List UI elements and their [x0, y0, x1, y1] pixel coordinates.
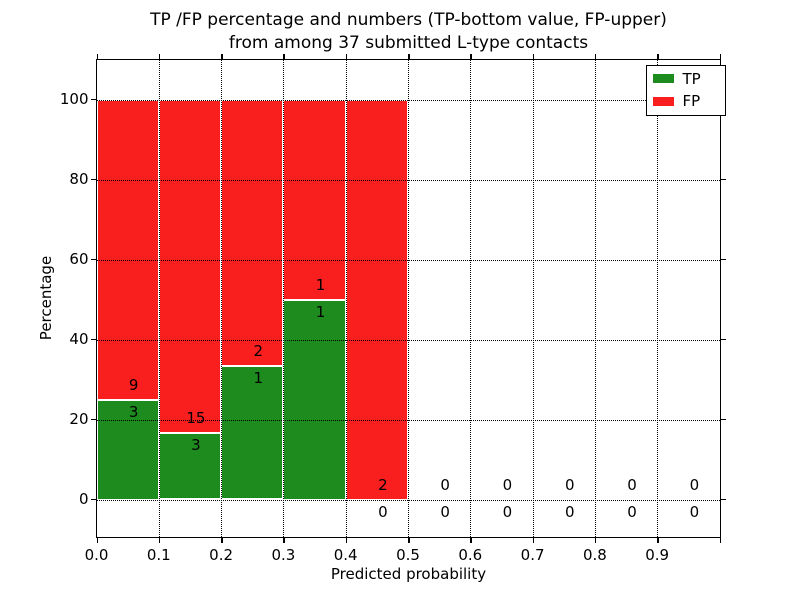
x-tick-mark	[345, 536, 348, 543]
x-tick-mark	[594, 536, 597, 543]
y-right-tick-mark	[719, 258, 726, 261]
bar-fp-segment	[96, 99, 159, 400]
x-tick-mark	[283, 536, 285, 543]
plot-area: TP FP 9 3 15 3 2 1 1 1 2 0 0 0 0 0 0 0 0 0 0 0 0.0 0.1 0.2 0.3 0…	[60, 53, 726, 564]
tp-count-label: 0	[440, 502, 450, 521]
bar-tp-segment	[158, 432, 222, 500]
y-tick-label: 60	[69, 250, 89, 268]
y-right-tick-mark	[719, 498, 726, 501]
x-tick-label: 0.9	[645, 545, 670, 564]
bar-fp-segment	[345, 99, 408, 500]
tp-count-label: 3	[191, 435, 201, 454]
chart-title: TP /FP percentage and numbers (TP-bottom…	[97, 9, 720, 55]
v-gridline	[158, 59, 160, 537]
fp-count-label: 0	[564, 475, 575, 494]
legend-label-tp: TP	[682, 69, 701, 88]
y-right-tick-mark	[719, 338, 726, 341]
tp-count-label: 0	[627, 502, 637, 521]
fp-count-label: 0	[502, 475, 513, 494]
v-gridline	[283, 59, 285, 537]
x-top-tick-mark	[345, 53, 348, 60]
y-tick-mark	[90, 178, 97, 181]
fp-count-label: 15	[186, 408, 206, 427]
x-tick-mark	[96, 536, 98, 543]
v-gridline	[594, 59, 596, 537]
v-gridline	[408, 59, 409, 537]
x-tick-mark	[657, 536, 659, 543]
x-top-tick-mark	[594, 53, 597, 60]
legend-item-tp: TP	[652, 69, 719, 88]
y-tick-mark	[90, 338, 97, 341]
fp-count-label: 9	[128, 375, 139, 394]
tp-count-label: 3	[128, 402, 139, 421]
v-gridline	[532, 59, 534, 537]
x-tick-mark	[532, 536, 535, 543]
tp-swatch-icon	[652, 74, 674, 84]
x-tick-label: 0.7	[520, 545, 545, 564]
x-axis-label: Predicted probability	[330, 565, 487, 583]
x-tick-label: 0.6	[458, 545, 483, 564]
x-tick-mark	[408, 536, 410, 543]
x-top-tick-mark	[470, 53, 472, 60]
y-tick-mark	[90, 498, 97, 501]
x-top-tick-mark	[96, 53, 98, 60]
y-tick-mark	[90, 98, 97, 101]
y-tick-label: 20	[69, 410, 89, 428]
fp-count-label: 2	[253, 342, 264, 361]
bar-fp-segment	[158, 99, 222, 433]
v-gridline	[221, 59, 223, 537]
bar-fp-segment	[283, 99, 346, 300]
chart-title-line2: from among 37 submitted L-type contacts	[228, 33, 589, 53]
x-tick-label: 0.8	[582, 545, 607, 564]
y-tick-label: 40	[69, 330, 89, 348]
y-tick-label: 0	[78, 490, 89, 508]
fp-swatch-icon	[652, 96, 674, 106]
x-top-tick-mark	[532, 53, 535, 60]
x-tick-label: 0.1	[146, 545, 171, 564]
v-gridline	[345, 59, 347, 537]
y-tick-mark	[90, 258, 97, 261]
chart-title-line1: TP /FP percentage and numbers (TP-bottom…	[150, 10, 667, 30]
fp-count-label: 0	[627, 475, 637, 494]
x-tick-label: 0.0	[84, 545, 109, 564]
x-tick-label: 0.4	[333, 545, 358, 564]
v-gridline	[470, 59, 472, 537]
x-tick-label: 0.5	[396, 545, 420, 564]
bar-tp-segment	[96, 399, 159, 500]
x-tick-mark	[221, 536, 223, 543]
bar-fp-segment	[221, 99, 284, 367]
tp-count-label: 0	[378, 502, 388, 521]
tp-count-label: 1	[315, 302, 326, 321]
x-top-tick-mark	[283, 53, 285, 60]
x-top-tick-mark	[158, 53, 161, 60]
fp-count-label: 1	[315, 275, 326, 294]
x-top-tick-mark	[408, 53, 410, 60]
tp-count-label: 1	[253, 369, 264, 388]
tp-count-label: 0	[689, 502, 700, 521]
x-tick-label: 0.2	[209, 545, 234, 564]
x-tick-mark	[719, 536, 721, 543]
y-tick-label: 100	[59, 90, 89, 108]
tp-count-label: 0	[564, 502, 575, 521]
fp-count-label: 0	[689, 475, 700, 494]
v-gridline	[657, 59, 659, 537]
x-top-tick-mark	[719, 53, 721, 60]
legend: TP FP	[645, 64, 726, 116]
x-tick-mark	[158, 536, 161, 543]
fp-count-label: 0	[440, 475, 450, 494]
y-right-tick-mark	[719, 418, 726, 421]
x-top-tick-mark	[657, 53, 659, 60]
tp-count-label: 0	[502, 502, 513, 521]
bar-tp-segment	[283, 299, 346, 500]
x-tick-mark	[470, 536, 472, 543]
x-tick-label: 0.3	[271, 545, 296, 564]
x-top-tick-mark	[221, 53, 223, 60]
fp-count-label: 2	[378, 475, 388, 494]
y-tick-label: 80	[69, 170, 89, 188]
y-tick-mark	[90, 418, 97, 421]
legend-item-fp: FP	[652, 92, 719, 111]
legend-label-fp: FP	[682, 92, 701, 111]
y-right-tick-mark	[719, 178, 726, 181]
